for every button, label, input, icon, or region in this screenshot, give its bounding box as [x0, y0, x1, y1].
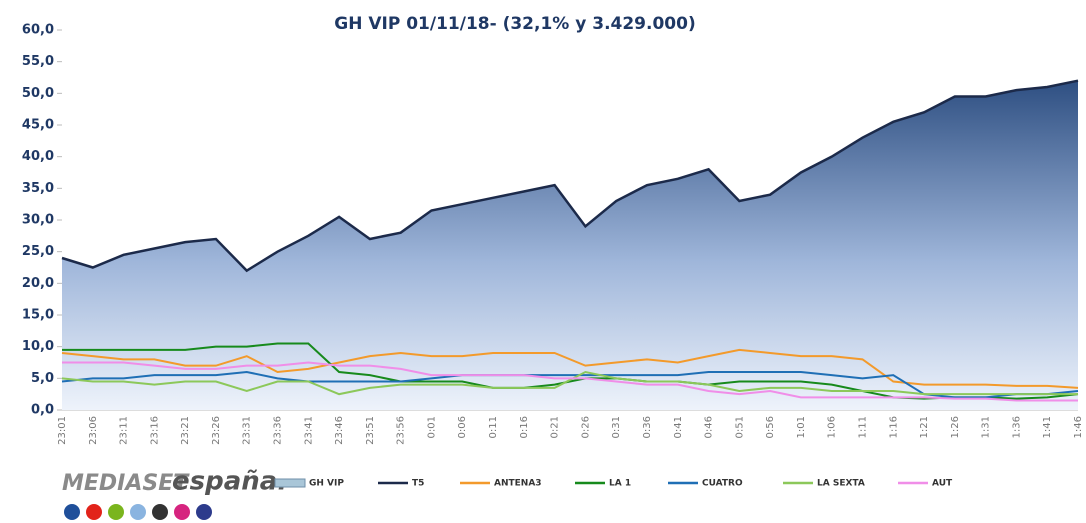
legend-swatch [274, 478, 306, 488]
x-tick-label: 0:21 [550, 416, 561, 438]
y-tick-label: 25,0 [22, 244, 54, 259]
x-tick-label: 1:01 [796, 416, 807, 438]
y-tick-label: 5,0 [31, 371, 54, 386]
y-tick-label: 30,0 [22, 213, 54, 228]
y-tick-label: 55,0 [22, 54, 54, 69]
channel-icon [196, 504, 212, 520]
legend-label: ANTENA3 [494, 479, 542, 489]
x-tick-label: 0:16 [519, 416, 530, 438]
channel-icon [108, 504, 124, 520]
line [61, 370, 1078, 396]
x-tick-label: 23:46 [334, 416, 345, 445]
x-tick-label: 23:41 [303, 416, 314, 445]
legend-label: CUATRO [702, 479, 743, 489]
x-tick-label: 1:31 [981, 416, 992, 438]
x-tick-label: 0:01 [426, 416, 437, 438]
x-tick-label: 23:51 [365, 416, 376, 445]
x-tick-label: 0:46 [704, 416, 715, 438]
x-tick-label: 0:11 [488, 416, 499, 438]
y-tick-label: 0,0 [31, 403, 54, 418]
chart-title: GH VIP 01/11/18- (32,1% y 3.429.000) [334, 14, 695, 34]
x-tick-label: 1:46 [1073, 416, 1084, 438]
x-tick-label: 0:51 [734, 416, 745, 438]
line [61, 348, 1079, 389]
y-tick-label: 10,0 [22, 339, 54, 354]
x-tick-label: 23:56 [396, 416, 407, 445]
logo-suffix: españa. [172, 467, 287, 497]
logo-brand: MEDIASET [62, 471, 190, 496]
y-tick-label: 45,0 [22, 118, 54, 133]
channel-icon [152, 504, 168, 520]
y-tick-label: 40,0 [22, 149, 54, 164]
area [62, 80, 1078, 411]
x-tick-label: 23:21 [180, 416, 191, 445]
x-tick-label: 23:01 [57, 416, 68, 445]
y-tick-label: 60,0 [22, 23, 54, 38]
x-tick-label: 1:06 [827, 416, 838, 438]
channel-icon [174, 504, 190, 520]
line [61, 370, 1079, 399]
x-tick-label: 23:16 [149, 416, 160, 445]
channel-icon [64, 504, 80, 520]
legend-label: GH VIP [309, 479, 344, 489]
x-tick-label: 1:11 [857, 416, 868, 438]
y-tick-label: 35,0 [22, 181, 54, 196]
legend-label: LA SEXTA [817, 479, 865, 489]
x-tick-label: 1:21 [919, 416, 930, 438]
x-tick-label: 0:41 [673, 416, 684, 438]
y-tick-label: 20,0 [22, 276, 54, 291]
y-tick-label: 15,0 [22, 308, 54, 323]
line [61, 79, 1079, 273]
y-tick-label: 50,0 [22, 86, 54, 101]
x-tick-label: 0:31 [611, 416, 622, 438]
x-tick-label: 0:36 [642, 416, 653, 438]
x-tick-label: 0:56 [765, 416, 776, 438]
logo: MEDIASET españa. [62, 467, 287, 520]
x-tick-label: 0:06 [457, 416, 468, 438]
line [62, 361, 1078, 402]
x-tick-label: 1:26 [950, 416, 961, 438]
x-tick-label: 0:26 [580, 416, 591, 438]
legend-label: T5 [412, 479, 424, 489]
x-tick-label: 23:36 [273, 416, 284, 445]
x-tick-label: 1:41 [1042, 416, 1053, 438]
x-tick-label: 1:16 [888, 416, 899, 438]
legend-label: LA 1 [609, 479, 631, 489]
channel-icon [130, 504, 146, 520]
x-tick-label: 23:11 [119, 416, 130, 445]
x-tick-label: 23:06 [88, 416, 99, 445]
x-tick-label: 23:26 [211, 416, 222, 445]
x-tick-label: 23:31 [242, 416, 253, 445]
legend-label: AUT [932, 479, 953, 489]
channel-icon [86, 504, 102, 520]
x-tick-label: 1:36 [1011, 416, 1022, 438]
